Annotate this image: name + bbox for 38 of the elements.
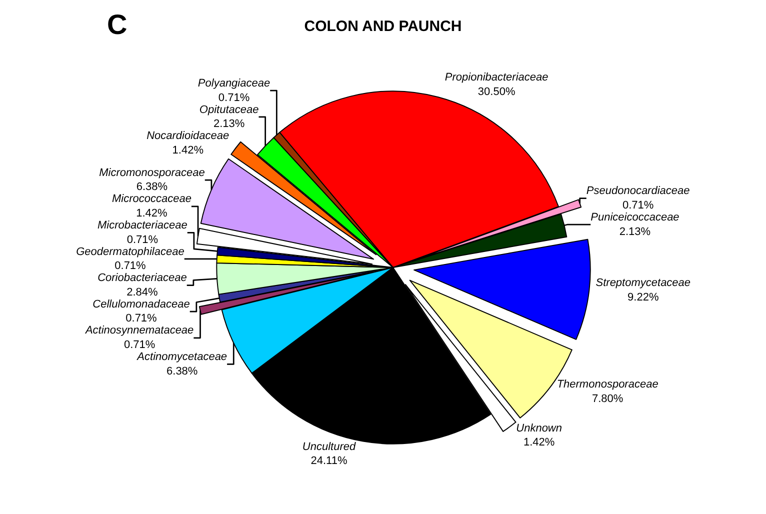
data-label: 2.84% (126, 286, 158, 298)
slice-label: Unknown (516, 422, 562, 434)
text: C (107, 9, 128, 40)
slice-label: Coriobacteriaceae (98, 272, 187, 284)
data-label: 6.38% (166, 365, 198, 378)
data-label: 24.11% (310, 455, 348, 468)
slice-label: Opitutaceae (199, 104, 259, 116)
slice-label: Uncultured (302, 440, 356, 453)
data-label: 0.71% (218, 92, 250, 104)
data-label: 6.38% (136, 181, 168, 194)
slice-label: Microbacteriaceae (97, 220, 188, 232)
data-label: 2.13% (213, 118, 245, 130)
data-label: 2.13% (619, 226, 651, 238)
slice-label: Puniceicoccaceae (590, 211, 680, 224)
data-label: 0.71% (124, 339, 156, 352)
data-label: 30.50% (478, 86, 516, 98)
data-label: 0.71% (622, 199, 654, 212)
slice-label: Cellulomonadaceae (92, 298, 190, 310)
data-label: 0.71% (126, 312, 158, 325)
slice-label: Actinomycetaceae (136, 351, 228, 364)
chart-title: COLON AND PAUNCH (304, 18, 462, 36)
slice-label: Polyangiaceae (198, 77, 270, 90)
data-label: 7.80% (592, 392, 624, 405)
slice-label: Micromonosporaceae (99, 166, 205, 179)
slice-label: Propionibacteriaceae (444, 72, 548, 84)
slice-label: Pseudonocardiaceae (586, 185, 690, 198)
data-label: 1.42% (172, 144, 204, 156)
slice-label: Micrococcaceae (112, 193, 192, 206)
data-label: 0.71% (126, 234, 158, 246)
data-label: 9.22% (628, 292, 659, 304)
slice-label: Thermonosporaceae (556, 378, 658, 391)
slice-label: Actinosynnemataceae (84, 324, 194, 337)
slice-label: Streptomycetaceae (596, 277, 691, 290)
data-label: 0.71% (114, 260, 146, 272)
slice-label: Nocardioidaceae (146, 130, 230, 142)
data-label: 1.42% (136, 208, 168, 220)
data-label: 1.42% (523, 436, 555, 449)
slice-label: Geodermatophilaceae (76, 246, 184, 258)
